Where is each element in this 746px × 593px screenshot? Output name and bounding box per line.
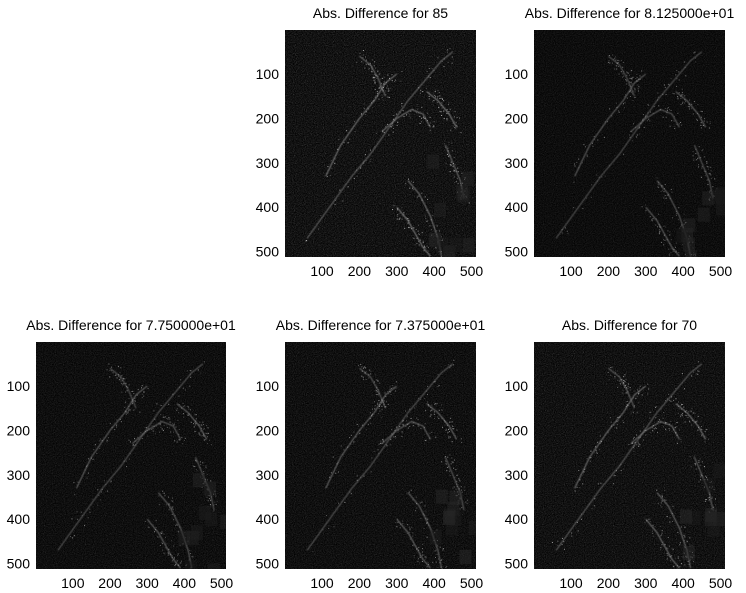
x-tick-label: 200 (348, 263, 372, 279)
edge-feature (608, 55, 636, 97)
y-tick-label: 500 (505, 556, 529, 572)
x-tick-label: 200 (348, 575, 372, 591)
edge-feature (645, 206, 680, 257)
y-tick-label: 200 (256, 110, 280, 126)
edge-feature (574, 385, 647, 489)
x-tick-label: 300 (385, 575, 409, 591)
x-tick-label: 400 (671, 575, 695, 591)
heatmap-noise (285, 30, 476, 257)
y-tick-label: 100 (505, 378, 529, 394)
subplot-4: Abs. Difference for 7.375000e+01 100 200 30… (256, 317, 486, 591)
subplot-1: Abs. Difference for 85 100 200 300 400 500 100… (256, 5, 484, 279)
edge-feature (176, 403, 208, 440)
x-tick-label: 500 (709, 263, 733, 279)
edge-feature (426, 403, 458, 440)
heatmap-noise (534, 30, 725, 257)
x-tick-label: 400 (422, 263, 446, 279)
edge-feature (359, 367, 387, 409)
edge-feature (444, 456, 465, 511)
x-tick-label: 400 (671, 263, 695, 279)
y-tick-label: 300 (505, 467, 529, 483)
y-tick-label: 400 (505, 199, 529, 215)
subplot-title: Abs. Difference for 85 (313, 5, 448, 21)
subplot-title: Abs. Difference for 7.375000e+01 (276, 317, 486, 333)
x-tick-label: 100 (310, 263, 334, 279)
edge-feature (555, 363, 703, 551)
edge-feature (131, 420, 182, 445)
x-tick-label: 300 (634, 575, 658, 591)
y-tick-label: 100 (256, 66, 280, 82)
edge-feature (630, 108, 680, 133)
edge-feature (396, 518, 431, 569)
edge-feature (306, 51, 454, 239)
x-tick-label: 100 (310, 575, 334, 591)
edge-feature (645, 518, 680, 569)
x-tick-label: 100 (559, 575, 583, 591)
x-tick-label: 500 (460, 263, 484, 279)
heatmap-noise (534, 342, 725, 569)
y-tick-label: 500 (256, 556, 280, 572)
edge-feature (608, 367, 636, 409)
edge-feature (306, 363, 454, 551)
edge-feature (157, 492, 193, 569)
x-tick-label: 100 (61, 575, 85, 591)
edge-feature (381, 108, 431, 133)
x-tick-label: 300 (385, 263, 409, 279)
edge-feature (396, 206, 431, 257)
y-tick-label: 400 (256, 199, 280, 215)
y-tick-label: 300 (7, 467, 31, 483)
x-tick-label: 400 (173, 575, 197, 591)
y-tick-label: 300 (256, 467, 280, 483)
y-tick-label: 100 (7, 378, 31, 394)
x-tick-label: 500 (460, 575, 484, 591)
y-tick-label: 500 (256, 244, 280, 260)
edge-feature (555, 51, 703, 239)
edge-feature (426, 91, 458, 128)
subplot-title: Abs. Difference for 70 (562, 317, 697, 333)
subplot-title: Abs. Difference for 8.125000e+01 (525, 5, 735, 21)
x-tick-label: 400 (422, 575, 446, 591)
subplot-title: Abs. Difference for 7.750000e+01 (26, 317, 236, 333)
edge-feature (76, 385, 148, 489)
edge-feature (675, 91, 707, 128)
subplot-2: Abs. Difference for 8.125000e+01 100 200 30… (505, 5, 735, 279)
heatmap-noise (285, 342, 476, 569)
y-tick-label: 100 (505, 66, 529, 82)
x-tick-label: 200 (597, 263, 621, 279)
edge-feature (109, 367, 137, 409)
edge-feature (325, 385, 398, 489)
y-tick-label: 200 (505, 110, 529, 126)
x-tick-label: 300 (135, 575, 159, 591)
subplot-5: Abs. Difference for 70 100 200 300 400 500 100… (505, 317, 733, 591)
y-tick-label: 300 (505, 155, 529, 171)
x-tick-label: 200 (98, 575, 122, 591)
y-tick-label: 300 (256, 155, 280, 171)
edge-feature (381, 420, 431, 445)
y-tick-label: 200 (505, 422, 529, 438)
edge-feature (630, 420, 680, 445)
y-tick-label: 400 (256, 511, 280, 527)
edge-feature (359, 55, 387, 97)
y-tick-label: 500 (505, 244, 529, 260)
edge-feature (57, 363, 204, 551)
y-tick-label: 200 (7, 422, 31, 438)
edge-feature (146, 518, 182, 569)
y-tick-label: 400 (505, 511, 529, 527)
x-tick-label: 200 (597, 575, 621, 591)
x-tick-label: 100 (559, 263, 583, 279)
subplot-3: Abs. Difference for 7.750000e+01 100 200 30… (7, 317, 236, 591)
y-tick-label: 400 (7, 511, 31, 527)
x-tick-label: 300 (634, 263, 658, 279)
edge-feature (325, 73, 398, 177)
x-tick-label: 500 (709, 575, 733, 591)
y-tick-label: 200 (256, 422, 280, 438)
x-tick-label: 500 (210, 575, 234, 591)
y-tick-label: 500 (7, 556, 31, 572)
y-tick-label: 100 (256, 378, 280, 394)
edge-feature (693, 144, 714, 199)
edge-feature (675, 403, 707, 440)
edge-feature (574, 73, 647, 177)
edge-feature (407, 492, 443, 569)
